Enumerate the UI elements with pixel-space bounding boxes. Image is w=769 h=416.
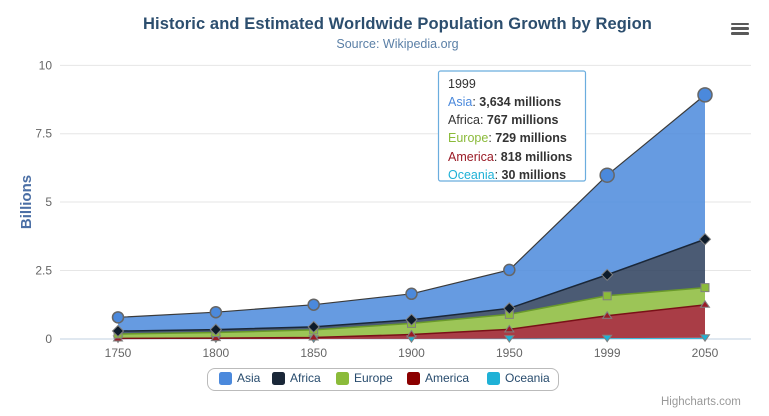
svg-text:2.5: 2.5 [35, 264, 52, 278]
svg-text:2050: 2050 [692, 346, 719, 360]
svg-text:Billions: Billions [18, 175, 35, 229]
svg-text:1900: 1900 [398, 346, 425, 360]
svg-text:0: 0 [45, 332, 52, 346]
svg-text:1950: 1950 [496, 346, 523, 360]
svg-text:7.5: 7.5 [35, 127, 52, 141]
svg-text:10: 10 [39, 59, 53, 73]
svg-text:1750: 1750 [105, 346, 132, 360]
svg-text:1850: 1850 [300, 346, 327, 360]
svg-text:5: 5 [45, 195, 52, 209]
svg-text:1999: 1999 [594, 346, 621, 360]
svg-text:1800: 1800 [202, 346, 229, 360]
